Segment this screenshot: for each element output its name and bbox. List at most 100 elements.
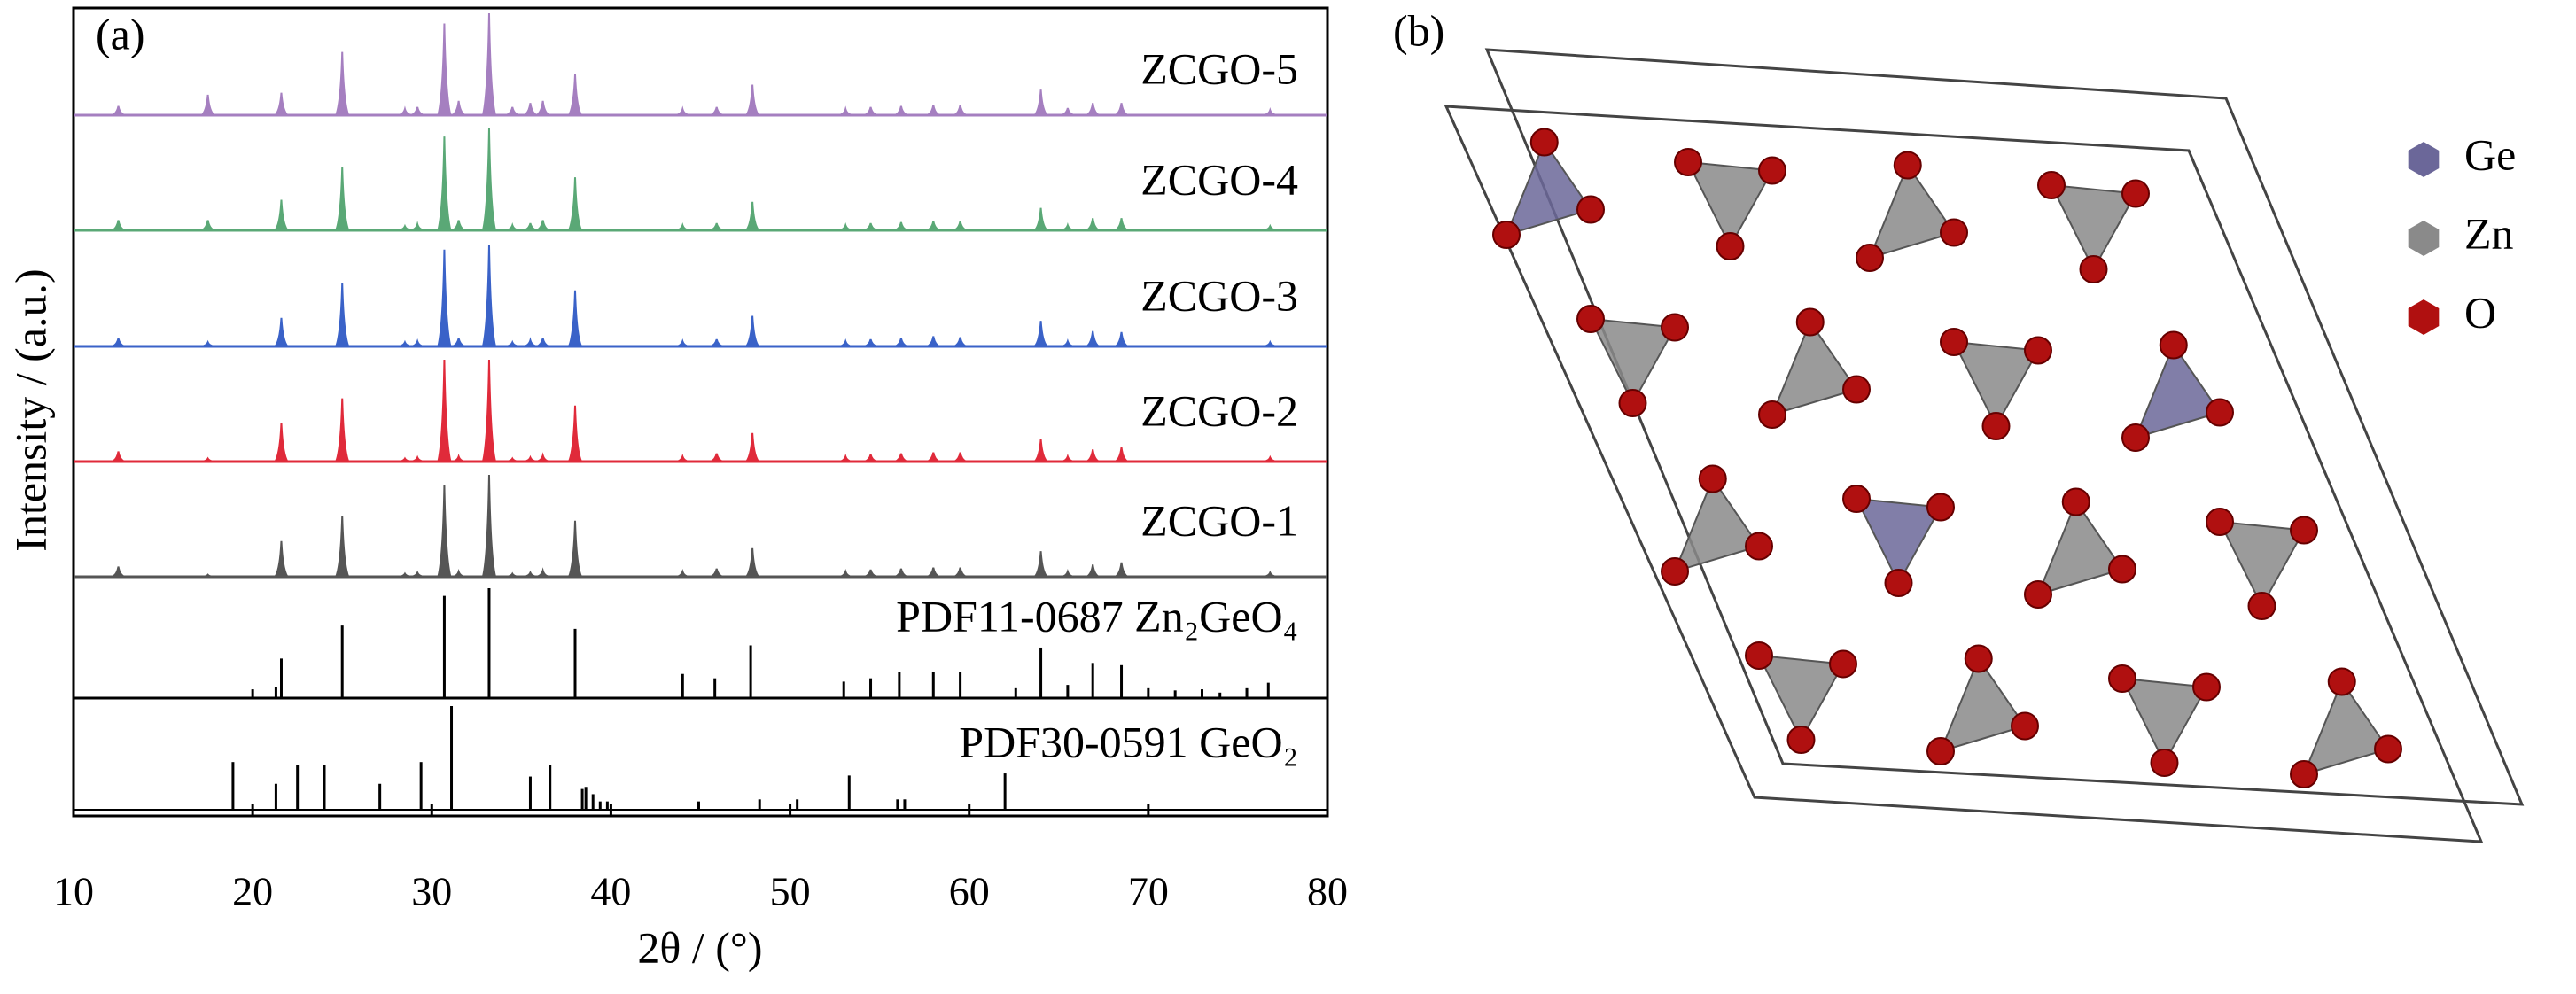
tetrahedron bbox=[1589, 317, 1677, 406]
oxygen-atom bbox=[1716, 232, 1745, 260]
peak bbox=[864, 569, 877, 578]
oxygen-atom bbox=[1492, 221, 1521, 249]
oxygen-atom bbox=[2011, 711, 2039, 741]
peak bbox=[523, 103, 537, 116]
oxygen-atom bbox=[2037, 171, 2066, 199]
oxygen-atom bbox=[2247, 592, 2276, 620]
x-tick-label: 40 bbox=[590, 869, 631, 914]
peak bbox=[437, 136, 452, 231]
peak bbox=[1264, 107, 1277, 116]
peak bbox=[335, 167, 350, 231]
peak bbox=[274, 540, 289, 578]
peak bbox=[536, 100, 550, 116]
peak bbox=[335, 51, 350, 116]
peak bbox=[953, 567, 968, 578]
oxygen-atom bbox=[1661, 313, 1689, 342]
tetrahedron bbox=[2218, 520, 2306, 609]
legend-swatch bbox=[2408, 299, 2440, 335]
peak bbox=[676, 222, 689, 231]
peak bbox=[398, 456, 412, 462]
peak bbox=[1086, 330, 1100, 347]
tetrahedron bbox=[1686, 160, 1774, 249]
tetrahedron bbox=[2050, 183, 2137, 272]
peak bbox=[926, 221, 940, 231]
peak bbox=[1061, 107, 1075, 116]
peak bbox=[524, 222, 537, 231]
peak bbox=[745, 84, 759, 116]
peak bbox=[410, 221, 424, 231]
peak bbox=[568, 520, 582, 578]
peak bbox=[112, 451, 125, 462]
peak bbox=[481, 128, 496, 231]
oxygen-atom bbox=[1745, 532, 1773, 561]
peak bbox=[452, 338, 465, 347]
peak bbox=[1115, 103, 1129, 116]
peak bbox=[568, 405, 582, 462]
peak bbox=[398, 105, 412, 116]
x-tick-label: 60 bbox=[949, 869, 990, 914]
x-tick-label: 70 bbox=[1128, 869, 1169, 914]
tetrahedron bbox=[2134, 343, 2222, 439]
oxygen-atom bbox=[1758, 156, 1786, 185]
peak bbox=[1114, 447, 1129, 462]
peak bbox=[838, 454, 852, 462]
peak bbox=[201, 220, 215, 231]
oxygen-atom bbox=[1842, 375, 1871, 404]
peak bbox=[953, 452, 968, 462]
peak bbox=[524, 337, 537, 347]
peak bbox=[274, 423, 289, 462]
legend-label: Zn bbox=[2464, 208, 2514, 258]
peak bbox=[481, 244, 496, 347]
oxygen-atom bbox=[1964, 644, 1993, 673]
peak bbox=[112, 220, 125, 231]
tetrahedron bbox=[1771, 320, 1858, 416]
peak bbox=[481, 12, 496, 116]
peak bbox=[568, 74, 582, 116]
oxygen-atom bbox=[2024, 336, 2052, 365]
peak bbox=[335, 283, 350, 347]
tetrahedron bbox=[1757, 654, 1845, 742]
peak bbox=[894, 221, 908, 231]
peak bbox=[745, 547, 759, 578]
peak bbox=[864, 222, 877, 231]
peak bbox=[201, 573, 214, 578]
peak bbox=[676, 569, 689, 578]
peak bbox=[524, 454, 537, 462]
peak bbox=[1264, 570, 1277, 578]
peak bbox=[437, 249, 452, 347]
peak bbox=[1061, 338, 1075, 347]
peak bbox=[1114, 331, 1129, 347]
peak bbox=[1033, 439, 1048, 462]
peak bbox=[745, 432, 759, 462]
oxygen-atom bbox=[1618, 389, 1647, 417]
peak bbox=[1061, 569, 1075, 578]
x-axis-label: 2θ / (°) bbox=[637, 922, 762, 972]
peak bbox=[1033, 89, 1048, 116]
peak bbox=[926, 105, 940, 116]
x-tick-label: 20 bbox=[232, 869, 273, 914]
peak bbox=[1033, 321, 1048, 347]
peak bbox=[452, 220, 466, 231]
peak bbox=[953, 105, 968, 116]
oxygen-atom bbox=[2121, 423, 2150, 452]
oxygen-atom bbox=[2327, 667, 2356, 696]
oxygen-atom bbox=[1940, 328, 1968, 356]
peak bbox=[200, 94, 215, 116]
peak bbox=[481, 474, 496, 578]
y-axis-label: Intensity / (a.u.) bbox=[5, 268, 55, 551]
oxygen-atom bbox=[1576, 195, 1605, 224]
peak bbox=[536, 338, 549, 347]
oxygen-atom bbox=[1674, 148, 1702, 176]
oxygen-atom bbox=[2290, 760, 2318, 788]
peak bbox=[710, 453, 724, 462]
series-label: ZCGO-2 bbox=[1140, 385, 1298, 435]
oxygen-atom bbox=[2192, 672, 2221, 702]
tetrahedron bbox=[1505, 140, 1592, 237]
peak bbox=[437, 23, 452, 116]
legend-swatch bbox=[2408, 142, 2440, 177]
peak bbox=[894, 338, 908, 347]
oxygen-atom bbox=[1842, 485, 1871, 513]
peak bbox=[524, 570, 537, 578]
crystal-structure bbox=[1444, 48, 2525, 843]
